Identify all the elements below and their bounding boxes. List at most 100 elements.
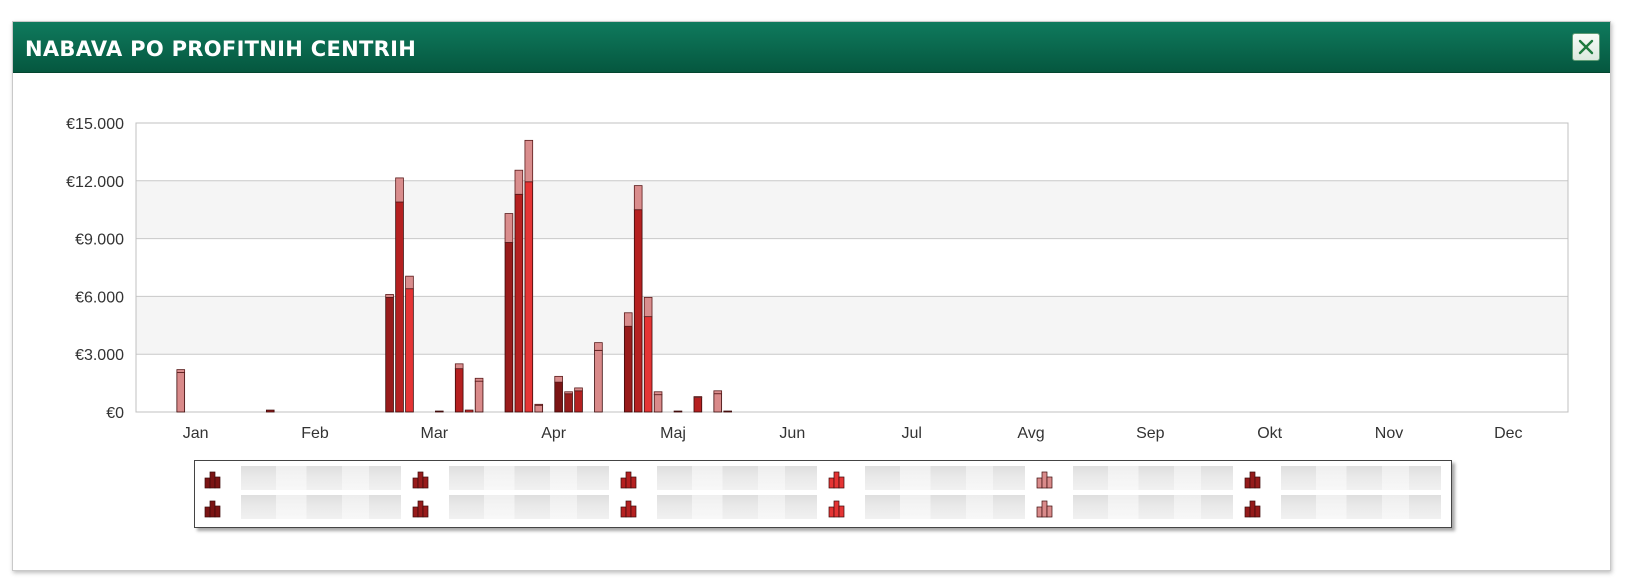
bar-legend-icon xyxy=(1035,469,1055,489)
legend-item[interactable] xyxy=(203,466,403,492)
bar-legend-icon xyxy=(1035,498,1055,518)
bar[interactable] xyxy=(454,368,464,413)
legend-label xyxy=(449,466,609,490)
close-x-icon xyxy=(1578,39,1594,55)
bar[interactable] xyxy=(534,404,544,413)
bar-legend-icon xyxy=(619,469,639,489)
bar-segment[interactable] xyxy=(554,375,563,383)
legend-item[interactable] xyxy=(203,495,403,521)
bar-segment[interactable] xyxy=(534,403,544,406)
legend-item[interactable] xyxy=(827,495,1027,521)
bar[interactable] xyxy=(474,380,484,413)
legend-item[interactable] xyxy=(619,466,819,492)
x-tick-label: Jul xyxy=(901,425,921,442)
bar-segment[interactable] xyxy=(504,213,514,243)
x-tick-label: Feb xyxy=(301,425,329,442)
legend-item[interactable] xyxy=(411,466,611,492)
legend-item[interactable] xyxy=(1243,466,1443,492)
bar[interactable] xyxy=(385,296,394,413)
bar-segment[interactable] xyxy=(574,387,583,392)
legend-label xyxy=(865,495,1025,519)
bar-segment[interactable] xyxy=(643,296,653,318)
x-tick-label: Sep xyxy=(1136,425,1165,442)
y-tick-label: €3.000 xyxy=(75,347,124,364)
y-tick-label: €9.000 xyxy=(75,232,124,249)
legend-label xyxy=(657,495,817,519)
legend-item[interactable] xyxy=(827,466,1027,492)
bar[interactable] xyxy=(623,325,633,413)
x-tick-label: Dec xyxy=(1494,425,1522,442)
bar[interactable] xyxy=(653,394,663,413)
legend-label xyxy=(449,495,609,519)
bar[interactable] xyxy=(713,393,723,413)
legend-label xyxy=(657,466,817,490)
bar-legend-icon xyxy=(1243,469,1263,489)
legend-label xyxy=(1073,495,1233,519)
bar-segment[interactable] xyxy=(176,369,186,373)
bar-segment[interactable] xyxy=(454,363,464,370)
bar[interactable] xyxy=(514,193,524,413)
bar-legend-icon xyxy=(411,469,431,489)
bar[interactable] xyxy=(504,242,514,413)
bar-segment[interactable] xyxy=(623,312,633,327)
bar[interactable] xyxy=(594,349,603,413)
plot-band xyxy=(136,296,1568,355)
x-tick-label: Maj xyxy=(660,425,686,442)
x-tick-label: Jun xyxy=(779,425,805,442)
x-tick-label: Apr xyxy=(541,425,567,442)
bar[interactable] xyxy=(643,316,653,413)
legend-label xyxy=(1073,466,1233,490)
bar[interactable] xyxy=(176,372,186,413)
bar-segment[interactable] xyxy=(514,169,524,195)
dialog-title: NABAVA PO PROFITNIH CENTRIH xyxy=(25,37,417,61)
bar-legend-icon xyxy=(203,498,223,518)
bar[interactable] xyxy=(564,393,573,413)
bar-legend-icon xyxy=(411,498,431,518)
bar[interactable] xyxy=(554,381,563,413)
bar[interactable] xyxy=(633,209,643,413)
x-tick-label: Avg xyxy=(1017,425,1044,442)
chart-legend xyxy=(194,460,1452,528)
bar-legend-icon xyxy=(827,498,847,518)
legend-label xyxy=(1281,466,1441,490)
legend-item[interactable] xyxy=(1035,495,1235,521)
bar[interactable] xyxy=(673,410,683,413)
bar[interactable] xyxy=(435,410,444,413)
bar-segment[interactable] xyxy=(564,391,573,395)
bar-segment[interactable] xyxy=(594,342,603,351)
plot-border xyxy=(135,122,1569,413)
bar-segment[interactable] xyxy=(405,275,414,290)
x-tick-label: Okt xyxy=(1257,425,1282,442)
bar[interactable] xyxy=(405,288,414,413)
bar[interactable] xyxy=(265,409,275,413)
y-tick-label: €0 xyxy=(106,405,124,422)
legend-item[interactable] xyxy=(1035,466,1235,492)
bar[interactable] xyxy=(524,181,534,413)
bar-segment[interactable] xyxy=(653,391,663,396)
bar-segment[interactable] xyxy=(385,294,394,298)
bar-legend-icon xyxy=(1243,498,1263,518)
x-tick-label: Jan xyxy=(183,425,209,442)
legend-label xyxy=(241,466,401,490)
bar-segment[interactable] xyxy=(395,177,404,203)
bar-segment[interactable] xyxy=(693,396,703,398)
legend-item[interactable] xyxy=(411,495,611,521)
legend-label xyxy=(1281,495,1441,519)
x-tick-label: Mar xyxy=(421,425,449,442)
bar[interactable] xyxy=(464,409,474,413)
legend-label xyxy=(865,466,1025,490)
bar[interactable] xyxy=(693,397,703,413)
y-tick-label: €6.000 xyxy=(75,289,124,306)
bar-segment[interactable] xyxy=(524,139,534,183)
bar-segment[interactable] xyxy=(474,377,484,382)
bar-segment[interactable] xyxy=(713,390,723,395)
bar-segment[interactable] xyxy=(633,185,643,211)
legend-item[interactable] xyxy=(1243,495,1443,521)
legend-item[interactable] xyxy=(619,495,819,521)
bar[interactable] xyxy=(723,410,732,413)
bar[interactable] xyxy=(574,390,583,413)
bar[interactable] xyxy=(395,201,404,413)
y-tick-label: €12.000 xyxy=(66,174,124,191)
close-button[interactable] xyxy=(1572,33,1600,61)
